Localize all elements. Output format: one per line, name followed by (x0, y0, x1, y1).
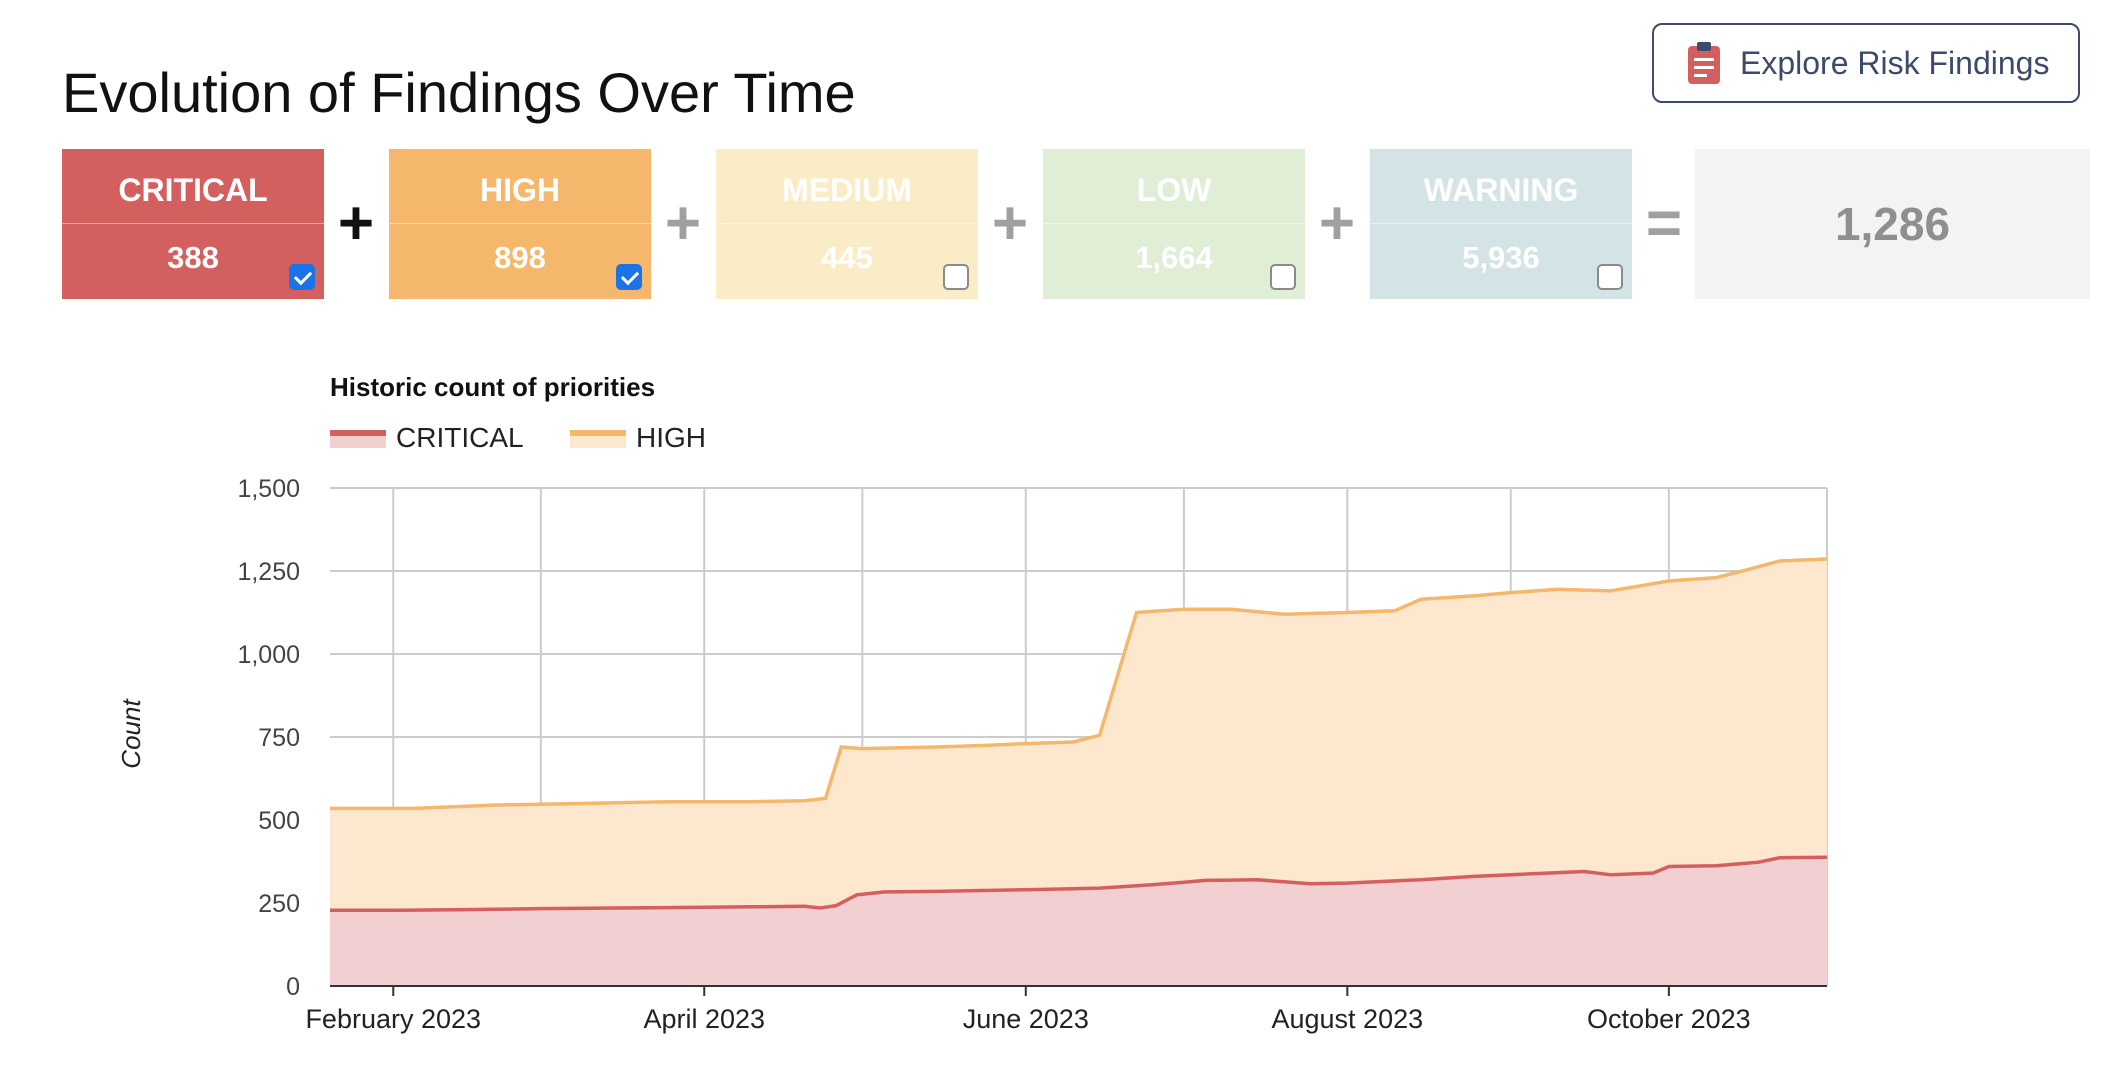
y-axis-title: Count (116, 698, 146, 769)
x-tick-label: June 2023 (963, 1004, 1089, 1034)
legend-label-high[interactable]: HIGH (636, 422, 706, 453)
x-tick-label: February 2023 (305, 1004, 481, 1034)
y-tick-label: 1,250 (237, 558, 300, 586)
low-checkbox[interactable] (1270, 264, 1296, 290)
clipboard-icon (1688, 42, 1720, 84)
severity-tile-low[interactable]: LOW 1,664 (1043, 149, 1305, 299)
high-area (330, 559, 1827, 911)
plus-operator: + (1318, 189, 1356, 258)
tile-count: 388 (167, 240, 219, 275)
y-tick-label: 1,000 (237, 641, 300, 669)
legend-swatch-high-line (570, 430, 626, 436)
legend-label-critical[interactable]: CRITICAL (396, 422, 524, 453)
explore-button-label: Explore Risk Findings (1740, 44, 2050, 81)
critical-checkbox[interactable] (289, 264, 315, 290)
plus-operator: + (337, 189, 375, 258)
tile-count: 445 (821, 240, 873, 275)
medium-checkbox[interactable] (943, 264, 969, 290)
plus-operator: + (664, 189, 702, 258)
tile-count: 5,936 (1462, 240, 1540, 275)
high-checkbox[interactable] (616, 264, 642, 290)
tile-count: 898 (494, 240, 546, 275)
equals-operator: = (1645, 189, 1683, 258)
chart-axes: 0 250 500 750 1,000 1,250 1,500 February 2023 Ap… (237, 475, 1827, 1034)
severity-tile-critical[interactable]: CRITICAL 388 (62, 149, 324, 299)
y-tick-label: 750 (258, 724, 300, 752)
legend-swatch-critical-line (330, 430, 386, 436)
tile-label: WARNING (1370, 149, 1632, 224)
explore-risk-findings-button[interactable]: Explore Risk Findings (1652, 23, 2080, 103)
x-tick-label: April 2023 (643, 1004, 765, 1034)
tile-label: CRITICAL (62, 149, 324, 224)
x-tick-label: October 2023 (1587, 1004, 1751, 1034)
tile-label: MEDIUM (716, 149, 978, 224)
chart-legend: CRITICAL HIGH (330, 422, 706, 453)
severity-tile-medium[interactable]: MEDIUM 445 (716, 149, 978, 299)
chart-title: Historic count of priorities (330, 372, 655, 402)
y-tick-label: 0 (286, 973, 300, 1001)
y-tick-label: 250 (258, 890, 300, 918)
high-line (330, 557, 1828, 811)
tile-label: LOW (1043, 149, 1305, 224)
severity-tile-high[interactable]: HIGH 898 (389, 149, 651, 299)
findings-chart: 0 250 500 750 1,000 1,250 1,500 February 2023 Ap… (116, 372, 1828, 1034)
plus-operator: + (991, 189, 1029, 258)
x-tick-label: August 2023 (1272, 1004, 1424, 1034)
critical-line (330, 855, 1828, 913)
legend-swatch-high-fill (570, 436, 626, 448)
y-tick-label: 1,500 (237, 475, 300, 503)
severity-tile-warning[interactable]: WARNING 5,936 (1370, 149, 1632, 299)
chart-areas (330, 557, 1828, 986)
total-count: 1,286 (1695, 149, 2090, 299)
critical-area (330, 857, 1827, 986)
y-tick-label: 500 (258, 807, 300, 835)
tile-count: 1,664 (1135, 240, 1213, 275)
page-title: Evolution of Findings Over Time (62, 61, 856, 124)
legend-swatch-critical-fill (330, 436, 386, 448)
warning-checkbox[interactable] (1597, 264, 1623, 290)
tile-label: HIGH (389, 149, 651, 224)
